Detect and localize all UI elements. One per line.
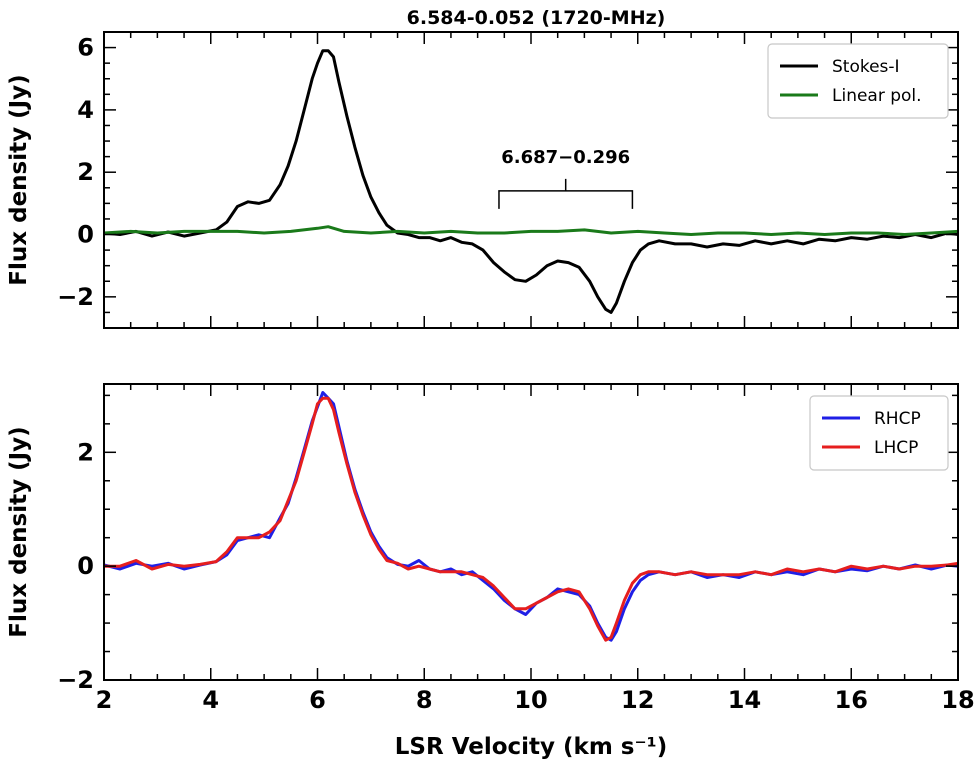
y-tick-label: 2 bbox=[77, 158, 94, 186]
x-tick-label: 2 bbox=[96, 686, 113, 714]
y-axis-label: Flux density (Jy) bbox=[6, 426, 32, 637]
x-tick-label: 8 bbox=[416, 686, 433, 714]
y-tick-label: −2 bbox=[57, 666, 94, 694]
legend-label: Linear pol. bbox=[832, 86, 922, 106]
legend-label: RHCP bbox=[874, 409, 921, 429]
legend-box bbox=[767, 43, 949, 119]
legend-label: LHCP bbox=[874, 438, 918, 458]
legend-label: Stokes-I bbox=[832, 57, 900, 77]
x-tick-label: 14 bbox=[728, 686, 761, 714]
x-tick-label: 12 bbox=[621, 686, 654, 714]
chart-title: 6.584-0.052 (1720-MHz) bbox=[407, 7, 666, 29]
annotation-bracket bbox=[498, 178, 634, 209]
y-tick-label: −2 bbox=[57, 283, 94, 311]
x-tick-label: 4 bbox=[202, 686, 219, 714]
series-line-linear-pol bbox=[104, 225, 958, 236]
y-tick-label: 0 bbox=[77, 221, 94, 249]
x-tick-label: 16 bbox=[835, 686, 868, 714]
series-line-stokes-i bbox=[104, 49, 958, 314]
y-tick-label: 0 bbox=[77, 552, 94, 580]
y-tick-label: 2 bbox=[77, 438, 94, 466]
x-axis-label: LSR Velocity (km s⁻¹) bbox=[395, 734, 667, 760]
x-tick-label: 18 bbox=[941, 686, 974, 714]
series-line-lhcp bbox=[104, 396, 958, 642]
y-tick-label: 6 bbox=[77, 34, 94, 62]
x-tick-label: 6 bbox=[309, 686, 326, 714]
y-tick-label: 4 bbox=[77, 96, 94, 124]
legend-box bbox=[809, 395, 949, 471]
x-tick-label: 10 bbox=[514, 686, 547, 714]
y-axis-label: Flux density (Jy) bbox=[6, 74, 32, 285]
annotation-label: 6.687−0.296 bbox=[501, 147, 630, 168]
